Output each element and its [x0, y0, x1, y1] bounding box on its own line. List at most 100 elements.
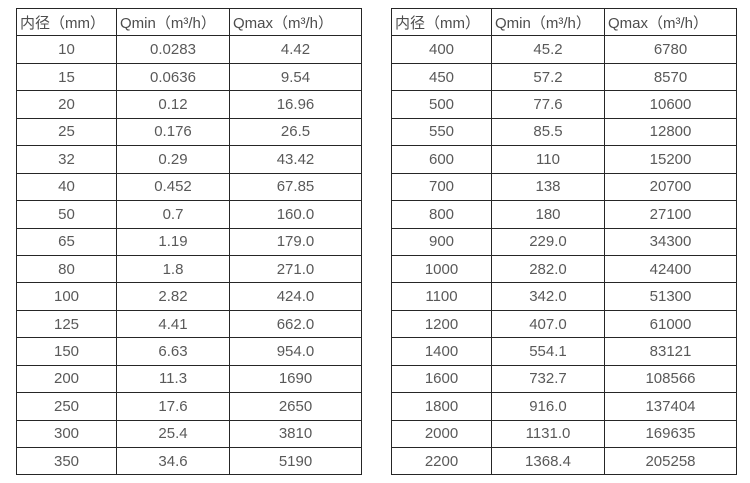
- table-cell: 17.6: [116, 392, 230, 421]
- table-row: 200 11.3 1690: [16, 364, 362, 394]
- table-row: 15 0.0636 9.54: [16, 62, 362, 92]
- column-header: 内径（mm）: [391, 7, 492, 37]
- table-cell: 3810: [229, 419, 362, 449]
- flow-rate-table-small-diameters: 内径（mm） Qmin（m³/h） Qmax（m³/h） 10 0.0283 4.42 1…: [16, 7, 362, 476]
- table-row: 32 0.29 43.42: [16, 145, 362, 174]
- table-cell: 0.0283: [116, 35, 230, 64]
- table-cell: 2200: [391, 446, 492, 476]
- table-cell: 400: [391, 35, 492, 64]
- table-cell: 43.42: [229, 145, 362, 174]
- table-header-row: 内径（mm） Qmin（m³/h） Qmax（m³/h）: [16, 7, 362, 37]
- table-cell: 732.7: [491, 364, 605, 394]
- table-row: 65 1.19 179.0: [16, 227, 362, 256]
- table-cell: 407.0: [491, 309, 605, 339]
- table-cell: 15200: [604, 145, 737, 174]
- table-cell: 342.0: [491, 282, 605, 311]
- table-row: 1800 916.0 137404: [391, 392, 737, 421]
- table-cell: 169635: [604, 419, 737, 449]
- table-cell: 108566: [604, 364, 737, 394]
- table-cell: 0.7: [116, 200, 230, 229]
- table-cell: 83121: [604, 337, 737, 366]
- table-cell: 250: [16, 392, 117, 421]
- table-row: 内径（mm） Qmin（m³/h） Qmax（m³/h）: [16, 7, 362, 37]
- table-cell: 25: [16, 117, 117, 147]
- table-cell: 0.0636: [116, 62, 230, 92]
- table-cell: 160.0: [229, 200, 362, 229]
- table-cell: 205258: [604, 446, 737, 476]
- table-cell: 424.0: [229, 282, 362, 311]
- table-cell: 662.0: [229, 309, 362, 339]
- table-cell: 65: [16, 227, 117, 256]
- table-row: 1100 342.0 51300: [391, 282, 737, 311]
- table-header-row: 内径（mm） Qmin（m³/h） Qmax（m³/h）: [391, 7, 737, 37]
- table-cell: 500: [391, 90, 492, 119]
- table-cell: 1368.4: [491, 446, 605, 476]
- table-cell: 2650: [229, 392, 362, 421]
- flow-rate-table-large-diameters: 内径（mm） Qmin（m³/h） Qmax（m³/h） 400 45.2 6780 45…: [391, 7, 737, 476]
- table-cell: 12800: [604, 117, 737, 147]
- column-header: Qmax（m³/h）: [604, 7, 737, 37]
- table-cell: 5190: [229, 446, 362, 476]
- table-cell: 954.0: [229, 337, 362, 366]
- table-row: 150 6.63 954.0: [16, 337, 362, 366]
- table-row: 1400 554.1 83121: [391, 337, 737, 366]
- table-row: 900 229.0 34300: [391, 227, 737, 256]
- table-row: 80 1.8 271.0: [16, 254, 362, 284]
- table-cell: 179.0: [229, 227, 362, 256]
- table-cell: 300: [16, 419, 117, 449]
- table-row: 2200 1368.4 205258: [391, 446, 737, 476]
- table-cell: 137404: [604, 392, 737, 421]
- table-cell: 61000: [604, 309, 737, 339]
- table-cell: 700: [391, 172, 492, 202]
- table-row: 2000 1131.0 169635: [391, 419, 737, 449]
- table-cell: 900: [391, 227, 492, 256]
- table-cell: 20700: [604, 172, 737, 202]
- table-cell: 450: [391, 62, 492, 92]
- table-cell: 150: [16, 337, 117, 366]
- table-cell: 138: [491, 172, 605, 202]
- table-cell: 50: [16, 200, 117, 229]
- column-header: 内径（mm）: [16, 7, 117, 37]
- table-row: 700 138 20700: [391, 172, 737, 202]
- table-cell: 80: [16, 254, 117, 284]
- table-cell: 6.63: [116, 337, 230, 366]
- table-cell: 16.96: [229, 90, 362, 119]
- table-row: 400 45.2 6780: [391, 35, 737, 64]
- table-cell: 2.82: [116, 282, 230, 311]
- table-row: 250 17.6 2650: [16, 392, 362, 421]
- table-row: 50 0.7 160.0: [16, 200, 362, 229]
- column-header: Qmax（m³/h）: [229, 7, 362, 37]
- table-row: 125 4.41 662.0: [16, 309, 362, 339]
- table-cell: 229.0: [491, 227, 605, 256]
- table-cell: 0.29: [116, 145, 230, 174]
- table-row: 10 0.0283 4.42: [16, 35, 362, 64]
- table-row: 100 2.82 424.0: [16, 282, 362, 311]
- table-row: 500 77.6 10600: [391, 90, 737, 119]
- table-row: 内径（mm） Qmin（m³/h） Qmax（m³/h）: [391, 7, 737, 37]
- table-cell: 26.5: [229, 117, 362, 147]
- table-cell: 34.6: [116, 446, 230, 476]
- table-row: 25 0.176 26.5: [16, 117, 362, 147]
- table-cell: 4.41: [116, 309, 230, 339]
- table-cell: 0.176: [116, 117, 230, 147]
- table-cell: 34300: [604, 227, 737, 256]
- table-cell: 4.42: [229, 35, 362, 64]
- table-cell: 6780: [604, 35, 737, 64]
- table-cell: 1131.0: [491, 419, 605, 449]
- table-cell: 20: [16, 90, 117, 119]
- table-cell: 8570: [604, 62, 737, 92]
- table-row: 600 110 15200: [391, 145, 737, 174]
- table-cell: 2000: [391, 419, 492, 449]
- table-cell: 550: [391, 117, 492, 147]
- table-cell: 57.2: [491, 62, 605, 92]
- table-cell: 32: [16, 145, 117, 174]
- table-cell: 1200: [391, 309, 492, 339]
- table-cell: 11.3: [116, 364, 230, 394]
- table-cell: 85.5: [491, 117, 605, 147]
- table-cell: 25.4: [116, 419, 230, 449]
- table-cell: 1000: [391, 254, 492, 284]
- table-row: 350 34.6 5190: [16, 446, 362, 476]
- table-row: 800 180 27100: [391, 200, 737, 229]
- table-row: 20 0.12 16.96: [16, 90, 362, 119]
